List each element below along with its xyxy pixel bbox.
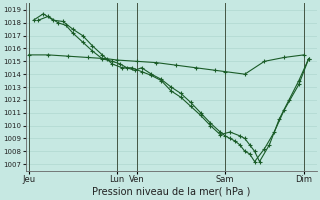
X-axis label: Pression niveau de la mer( hPa ): Pression niveau de la mer( hPa ) <box>92 187 250 197</box>
